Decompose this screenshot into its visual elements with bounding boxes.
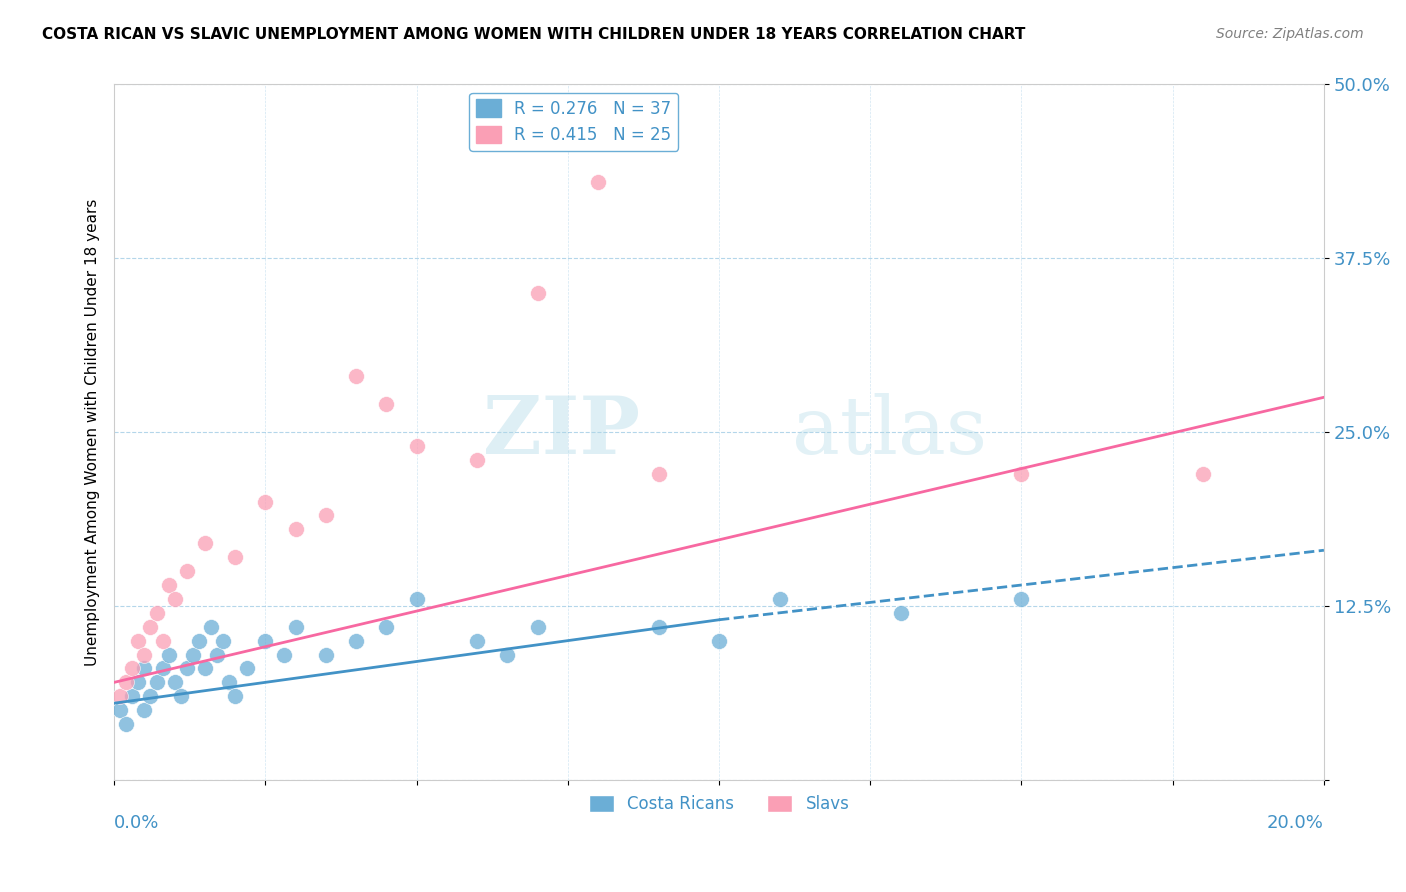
Point [110, 703, 132, 717]
Point [163, 591, 186, 606]
Point [526, 620, 548, 634]
Point [176, 564, 198, 578]
Text: 0.0%: 0.0% [114, 814, 159, 832]
Text: Source: ZipAtlas.com: Source: ZipAtlas.com [1216, 27, 1364, 41]
Point [284, 522, 307, 536]
Point [121, 661, 143, 675]
Point [405, 439, 427, 453]
Point [121, 690, 143, 704]
Point [145, 606, 167, 620]
Point [315, 648, 337, 662]
Point [200, 620, 222, 634]
Point [194, 661, 217, 675]
Point [254, 494, 277, 508]
Point [375, 620, 398, 634]
Point [157, 648, 180, 662]
Point [889, 606, 911, 620]
Point [707, 633, 730, 648]
Point [139, 620, 162, 634]
Point [194, 536, 217, 550]
Point [1011, 467, 1033, 481]
Point [170, 690, 193, 704]
Point [163, 675, 186, 690]
Point [134, 648, 156, 662]
Point [212, 633, 235, 648]
Point [254, 633, 277, 648]
Point [115, 717, 138, 731]
Point [768, 591, 790, 606]
Point [139, 690, 162, 704]
Point [236, 661, 259, 675]
Point [224, 550, 246, 565]
Point [187, 633, 209, 648]
Point [586, 175, 609, 189]
Point [181, 648, 204, 662]
Point [465, 453, 488, 467]
Point [315, 508, 337, 523]
Point [115, 675, 138, 690]
Point [526, 285, 548, 300]
Point [127, 675, 149, 690]
Point [647, 467, 669, 481]
Legend: Costa Ricans, Slavs: Costa Ricans, Slavs [582, 789, 856, 820]
Point [110, 690, 132, 704]
Point [375, 397, 398, 411]
Point [152, 633, 174, 648]
Point [344, 633, 367, 648]
Point [273, 648, 295, 662]
Point [496, 648, 519, 662]
Point [1192, 467, 1215, 481]
Point [284, 620, 307, 634]
Point [224, 690, 246, 704]
Text: ZIP: ZIP [484, 393, 640, 471]
Point [1011, 591, 1033, 606]
Point [157, 578, 180, 592]
Text: 20.0%: 20.0% [1267, 814, 1324, 832]
Point [134, 703, 156, 717]
Point [145, 675, 167, 690]
Text: COSTA RICAN VS SLAVIC UNEMPLOYMENT AMONG WOMEN WITH CHILDREN UNDER 18 YEARS CORR: COSTA RICAN VS SLAVIC UNEMPLOYMENT AMONG… [42, 27, 1025, 42]
Point [344, 369, 367, 384]
Y-axis label: Unemployment Among Women with Children Under 18 years: Unemployment Among Women with Children U… [86, 198, 100, 665]
Point [205, 648, 228, 662]
Point [647, 620, 669, 634]
Point [152, 661, 174, 675]
Point [405, 591, 427, 606]
Point [218, 675, 240, 690]
Point [127, 633, 149, 648]
Point [465, 633, 488, 648]
Text: atlas: atlas [792, 393, 987, 471]
Point [134, 661, 156, 675]
Point [176, 661, 198, 675]
